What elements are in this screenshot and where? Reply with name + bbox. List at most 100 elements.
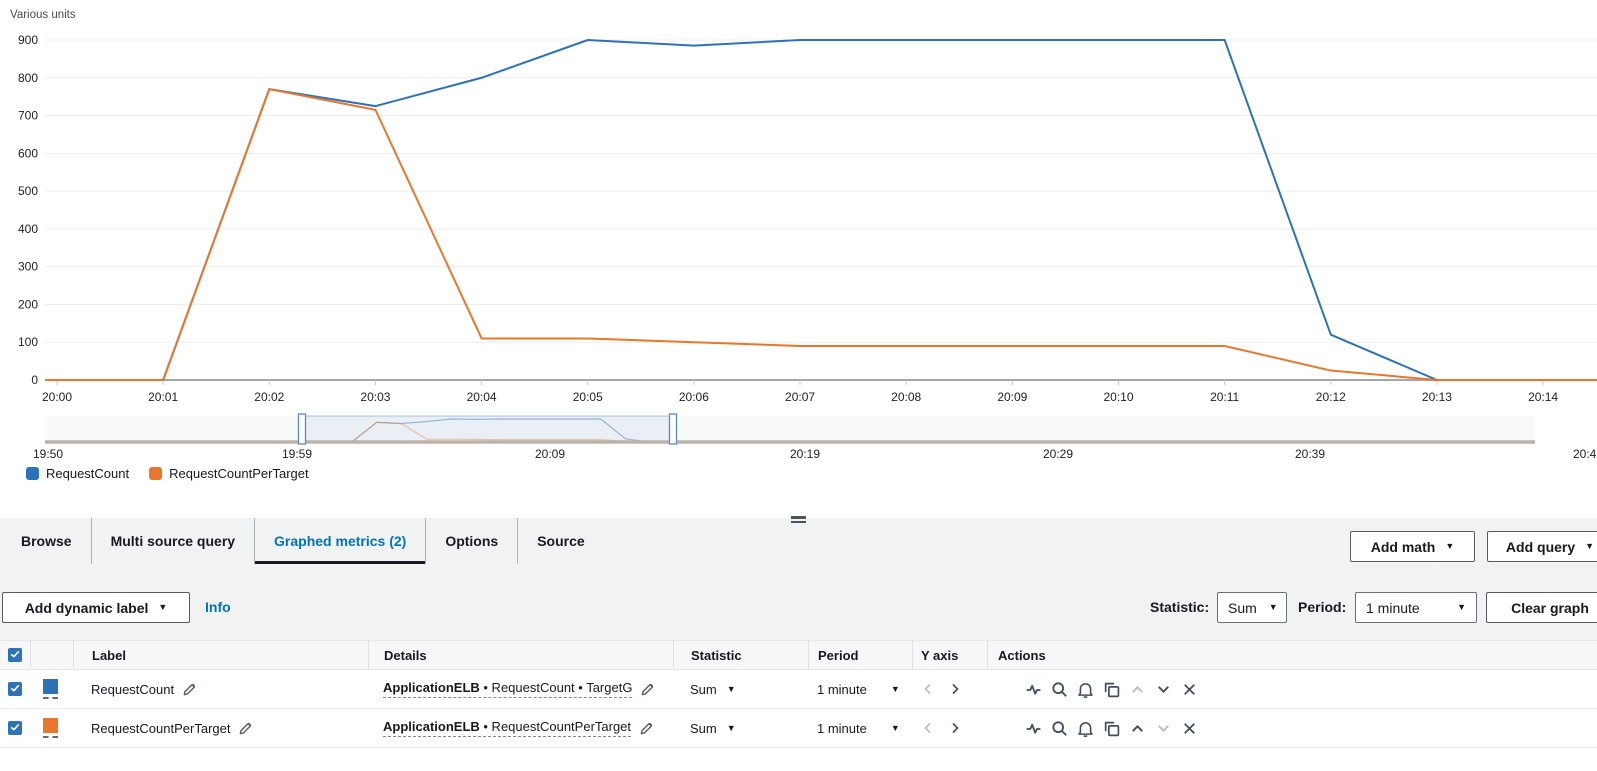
chart-units-label: Various units (10, 9, 76, 21)
tab-source[interactable]: Source (517, 518, 603, 564)
graph-this-metric-icon[interactable] (1025, 720, 1042, 737)
edit-details-icon[interactable] (640, 682, 655, 697)
info-link[interactable]: Info (205, 599, 231, 615)
y-tick-label: 500 (18, 184, 38, 198)
graph-controls-row: Add dynamic label ▼ Info Statistic: Sum … (0, 592, 1597, 623)
remove-metric-icon[interactable] (1181, 681, 1198, 698)
x-tick-label: 20:01 (148, 390, 178, 404)
x-tick-label: 20:11 (1210, 390, 1239, 404)
x-tick-label: 20:14 (1528, 390, 1558, 404)
statistic-label: Statistic: (1150, 599, 1210, 615)
swatch-dashed-underline (43, 736, 58, 738)
metrics-bottom-panel: Browse Multi source query Graphed metrics … (0, 516, 1597, 771)
x-tick-label: 20:10 (1103, 390, 1133, 404)
table-body: RequestCount ApplicationELB • RequestCoun… (0, 670, 1597, 748)
legend-swatch (149, 467, 163, 480)
panel-resize-handle[interactable] (786, 514, 810, 526)
legend-label: RequestCount (46, 466, 130, 481)
x-tick-label: 20:02 (254, 390, 284, 404)
tab-bar: Browse Multi source query Graphed metrics … (0, 518, 604, 564)
tab-graphed-metrics-2-[interactable]: Graphed metrics (2) (254, 518, 426, 564)
duplicate-metric-icon[interactable] (1103, 720, 1120, 737)
brush-time-label: 20:29 (1043, 447, 1073, 461)
yaxis-left-icon (920, 720, 936, 736)
move-up-icon[interactable] (1129, 720, 1146, 737)
period-select[interactable]: 1 minute ▼ (1355, 592, 1477, 623)
yaxis-left-icon (920, 681, 936, 697)
duplicate-metric-icon[interactable] (1103, 681, 1120, 698)
move-up-icon (1129, 681, 1146, 698)
period-dropdown[interactable]: 1 minute ▼ (817, 681, 900, 697)
row-checkbox[interactable] (8, 721, 22, 735)
caret-down-icon: ▼ (890, 723, 900, 733)
zoom-metric-icon[interactable] (1051, 720, 1068, 737)
legend-label: RequestCountPerTarget (169, 466, 309, 481)
caret-down-icon: ▼ (158, 602, 168, 612)
metric-color-swatch[interactable] (43, 679, 59, 699)
actions-column-header: Actions (987, 641, 1597, 669)
x-tick-label: 20:09 (997, 390, 1027, 404)
select-all-checkbox[interactable] (8, 648, 22, 662)
metric-label: RequestCountPerTarget (91, 720, 231, 736)
tab-browse[interactable]: Browse (21, 533, 72, 549)
edit-details-icon[interactable] (639, 721, 654, 736)
table-row: RequestCountPerTarget ApplicationELB • Re… (0, 709, 1597, 748)
period-label: Period: (1298, 599, 1347, 615)
x-tick-label: 20:13 (1422, 390, 1452, 404)
swatch-square (43, 679, 58, 694)
add-math-button[interactable]: Add math ▼ (1350, 531, 1475, 562)
edit-label-icon[interactable] (182, 682, 197, 697)
create-alarm-icon[interactable] (1077, 681, 1094, 698)
metric-details-link[interactable]: ApplicationELB • RequestCountPerTarget (383, 719, 632, 737)
brush-mini-line-requestcount (326, 418, 676, 443)
edit-label-icon[interactable] (238, 721, 253, 736)
yaxis-right-icon[interactable] (947, 720, 963, 736)
time-range-brush (45, 413, 1535, 445)
caret-down-icon: ▼ (1585, 541, 1595, 551)
x-axis-labels: 20:00 20:01 20:02 20:03 20:04 20:05 20:06 20:07… (42, 380, 1558, 404)
y-tick-label: 200 (18, 297, 38, 311)
brush-time-label: 20:19 (790, 447, 820, 461)
add-dynamic-label-button[interactable]: Add dynamic label ▼ (2, 592, 190, 623)
caret-down-icon: ▼ (1445, 541, 1455, 551)
statistic-dropdown[interactable]: Sum ▼ (690, 720, 736, 736)
y-tick-label: 900 (18, 33, 38, 47)
remove-metric-icon[interactable] (1181, 720, 1198, 737)
yaxis-column-header: Y axis (912, 641, 987, 669)
label-column-header: Label (73, 641, 368, 669)
caret-down-icon: ▼ (726, 723, 736, 733)
color-column-header (30, 641, 73, 669)
tab-multi-source-query[interactable]: Multi source query (90, 518, 254, 564)
period-column-header: Period (808, 641, 912, 669)
legend-swatch (26, 467, 39, 480)
y-tick-label: 0 (31, 373, 38, 387)
brush-axis-labels: 19:50 19:59 20:09 20:19 20:29 20:39 20:49 (33, 447, 1597, 461)
x-tick-label: 20:05 (573, 390, 603, 404)
statistic-dropdown[interactable]: Sum ▼ (690, 681, 736, 697)
brush-time-label: 19:50 (33, 447, 63, 461)
add-query-button[interactable]: Add query ▼ (1487, 531, 1597, 562)
row-checkbox[interactable] (8, 682, 22, 696)
legend-item-requestcountpertarget[interactable]: RequestCountPerTarget (149, 466, 309, 481)
metric-details-link[interactable]: ApplicationELB • RequestCount • TargetG (383, 680, 633, 698)
move-down-icon[interactable] (1155, 681, 1172, 698)
create-alarm-icon[interactable] (1077, 720, 1094, 737)
x-tick-label: 20:07 (785, 390, 815, 404)
caret-down-icon: ▼ (890, 684, 900, 694)
brush-handle-left[interactable] (297, 413, 307, 445)
line-series-requestcountpertarget (45, 88, 1597, 381)
x-tick-label: 20:04 (467, 390, 497, 404)
graph-this-metric-icon[interactable] (1025, 681, 1042, 698)
legend-item-requestcount[interactable]: RequestCount (26, 466, 129, 481)
metric-color-swatch[interactable] (43, 718, 59, 738)
yaxis-right-icon[interactable] (947, 681, 963, 697)
period-dropdown[interactable]: 1 minute ▼ (817, 720, 900, 736)
brush-handle-right[interactable] (668, 413, 678, 445)
clear-graph-button[interactable]: Clear graph (1486, 592, 1597, 623)
tab-options[interactable]: Options (425, 518, 517, 564)
statistic-select[interactable]: Sum ▼ (1217, 592, 1287, 623)
graphed-metrics-table: Label Details Statistic Period Y axis Ac… (0, 640, 1597, 771)
zoom-metric-icon[interactable] (1051, 681, 1068, 698)
x-tick-label: 20:06 (679, 390, 709, 404)
